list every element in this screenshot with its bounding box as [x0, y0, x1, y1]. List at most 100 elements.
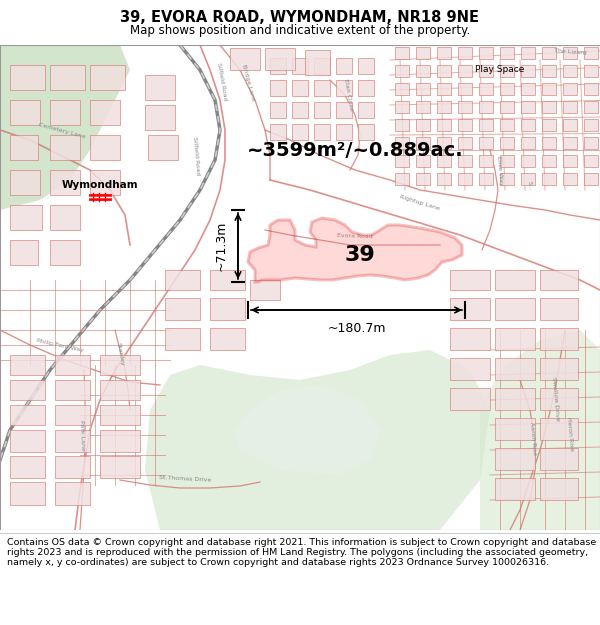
Polygon shape — [165, 298, 200, 320]
Polygon shape — [584, 173, 598, 185]
Polygon shape — [480, 330, 600, 530]
Text: Park Lane: Park Lane — [79, 420, 85, 451]
Polygon shape — [458, 83, 472, 95]
Text: Cemetery Lane: Cemetery Lane — [38, 122, 86, 139]
Polygon shape — [10, 456, 45, 478]
Polygon shape — [292, 124, 308, 140]
Text: Rightup Lane: Rightup Lane — [400, 194, 440, 211]
Polygon shape — [270, 124, 286, 140]
Polygon shape — [416, 173, 430, 185]
Polygon shape — [479, 155, 493, 167]
Polygon shape — [0, 45, 130, 210]
Text: Bridge Lane: Bridge Lane — [241, 63, 256, 101]
Polygon shape — [230, 48, 260, 70]
Polygon shape — [90, 170, 120, 195]
Polygon shape — [10, 355, 45, 375]
Polygon shape — [395, 119, 409, 131]
Polygon shape — [563, 119, 577, 131]
Text: ~3599m²/~0.889ac.: ~3599m²/~0.889ac. — [247, 141, 463, 159]
Polygon shape — [563, 83, 577, 95]
Text: Elise Way: Elise Way — [496, 156, 504, 186]
Polygon shape — [416, 119, 430, 131]
Polygon shape — [540, 388, 578, 410]
Polygon shape — [540, 478, 578, 500]
Polygon shape — [542, 155, 556, 167]
Polygon shape — [100, 456, 140, 478]
Polygon shape — [55, 380, 90, 400]
Polygon shape — [540, 448, 578, 470]
Polygon shape — [292, 102, 308, 118]
Polygon shape — [584, 119, 598, 131]
Text: S...: S... — [527, 181, 533, 191]
Polygon shape — [358, 102, 374, 118]
Polygon shape — [495, 298, 535, 320]
Polygon shape — [395, 83, 409, 95]
Polygon shape — [336, 58, 352, 74]
Polygon shape — [395, 137, 409, 149]
Polygon shape — [416, 155, 430, 167]
Polygon shape — [500, 83, 514, 95]
Polygon shape — [563, 47, 577, 59]
Polygon shape — [270, 58, 286, 74]
Polygon shape — [450, 358, 490, 380]
Polygon shape — [416, 47, 430, 59]
Polygon shape — [437, 137, 451, 149]
Polygon shape — [479, 173, 493, 185]
Polygon shape — [10, 380, 45, 400]
Polygon shape — [584, 83, 598, 95]
Polygon shape — [521, 47, 535, 59]
Polygon shape — [235, 385, 380, 475]
Polygon shape — [314, 102, 330, 118]
Polygon shape — [437, 155, 451, 167]
Polygon shape — [270, 80, 286, 96]
Polygon shape — [100, 355, 140, 375]
Polygon shape — [292, 58, 308, 74]
Polygon shape — [50, 65, 85, 90]
Text: ~71.3m: ~71.3m — [215, 221, 228, 271]
Text: Contains OS data © Crown copyright and database right 2021. This information is : Contains OS data © Crown copyright and d… — [7, 538, 596, 568]
Polygon shape — [540, 270, 578, 290]
Polygon shape — [479, 101, 493, 113]
Text: Stanley: Stanley — [115, 342, 125, 366]
Polygon shape — [358, 80, 374, 96]
Text: Silfield Road: Silfield Road — [216, 62, 228, 101]
Polygon shape — [50, 100, 80, 125]
Polygon shape — [55, 355, 90, 375]
Polygon shape — [314, 58, 330, 74]
Polygon shape — [437, 173, 451, 185]
Polygon shape — [450, 328, 490, 350]
Polygon shape — [165, 270, 200, 290]
Polygon shape — [458, 155, 472, 167]
Polygon shape — [500, 47, 514, 59]
Polygon shape — [584, 47, 598, 59]
Polygon shape — [521, 65, 535, 77]
Polygon shape — [521, 119, 535, 131]
Polygon shape — [395, 65, 409, 77]
Polygon shape — [542, 47, 556, 59]
Polygon shape — [336, 102, 352, 118]
Polygon shape — [563, 101, 577, 113]
Polygon shape — [542, 119, 556, 131]
Polygon shape — [450, 388, 490, 410]
Polygon shape — [458, 47, 472, 59]
Polygon shape — [210, 298, 245, 320]
Polygon shape — [495, 388, 535, 410]
Text: Heron Rise: Heron Rise — [566, 417, 574, 451]
Text: Map shows position and indicative extent of the property.: Map shows position and indicative extent… — [130, 24, 470, 37]
Text: Elan Close: Elan Close — [343, 78, 353, 111]
Polygon shape — [542, 173, 556, 185]
Polygon shape — [542, 83, 556, 95]
Polygon shape — [500, 173, 514, 185]
Polygon shape — [584, 101, 598, 113]
Text: Evora Road: Evora Road — [337, 232, 373, 239]
Polygon shape — [563, 155, 577, 167]
Polygon shape — [500, 101, 514, 113]
Polygon shape — [10, 135, 38, 160]
Polygon shape — [495, 358, 535, 380]
Polygon shape — [437, 101, 451, 113]
Polygon shape — [450, 298, 490, 320]
Polygon shape — [145, 350, 490, 530]
Polygon shape — [358, 58, 374, 74]
Text: 39: 39 — [344, 245, 376, 265]
Polygon shape — [542, 65, 556, 77]
